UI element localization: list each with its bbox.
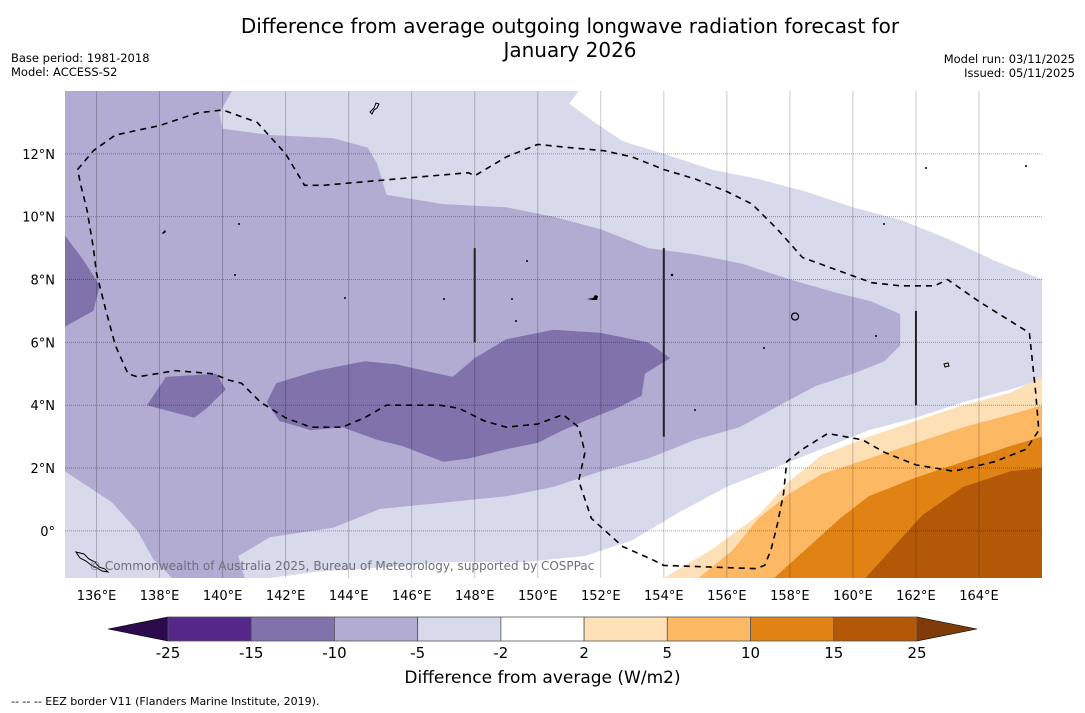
colorbar-tick-label: 2 <box>579 644 589 662</box>
lat-tick-label: 2°N <box>31 462 56 477</box>
lat-tick-label: 12°N <box>22 148 55 163</box>
gridlines <box>65 91 1042 578</box>
chart-title: Difference from average outgoing longwav… <box>0 14 1085 62</box>
lon-tick-label: 146°E <box>392 589 432 604</box>
title-line-1: Difference from average outgoing longwav… <box>240 14 900 38</box>
colorbar-tick-label: 25 <box>907 644 926 662</box>
colorbar-tick-label: -15 <box>239 644 264 662</box>
lon-tick-label: 164°E <box>959 589 999 604</box>
colorbar-tick-label: -5 <box>410 644 425 662</box>
anomaly-region--10_to_-5 <box>65 91 901 578</box>
lon-tick-label: 158°E <box>770 589 810 604</box>
colorbar-extend-high <box>916 616 978 642</box>
island-dot <box>526 260 528 262</box>
colorbar: -25 -15 -10 -5 -2 2 5 10 15 25 <box>107 616 978 662</box>
island-guam <box>369 102 380 115</box>
anomaly-regions <box>65 91 1042 578</box>
island-dot <box>763 347 765 349</box>
island-dot <box>670 273 674 277</box>
island-dot <box>694 409 696 411</box>
island-dot <box>238 223 240 225</box>
island-dot <box>925 167 927 169</box>
colorbar-bin <box>417 616 502 642</box>
base-period-label: Base period: 1981-2018 <box>11 51 150 65</box>
longitude-tick-labels: 136°E 138°E 140°E 142°E 144°E 146°E 148°E 150°E… <box>77 589 999 604</box>
model-label: Model: ACCESS-S2 <box>11 65 118 79</box>
meta-right: Model run: 03/11/2025 Issued: 05/11/2025 <box>944 52 1075 80</box>
lon-tick-label: 148°E <box>455 589 495 604</box>
island-dot <box>875 335 877 337</box>
colorbar-bin <box>167 616 252 642</box>
latitude-tick-labels: 0° 2°N 4°N 6°N 8°N 10°N 12°N <box>22 148 55 540</box>
lat-tick-label: 8°N <box>31 274 56 289</box>
anomaly-region--15_to_-10 <box>266 329 671 462</box>
eez-borders <box>76 109 1040 570</box>
colorbar-bin <box>750 616 835 642</box>
eez-dashed-border <box>76 109 1040 570</box>
island-new-ireland <box>74 551 110 573</box>
colorbar-tick-label: -10 <box>322 644 347 662</box>
island-kosrae <box>943 362 950 368</box>
colorbar-tick-label: -2 <box>493 644 508 662</box>
island-pohnpei <box>790 312 800 321</box>
colorbar-tick-label: 5 <box>663 644 673 662</box>
island-dot <box>1025 165 1027 167</box>
colorbar-extend-low <box>107 616 169 642</box>
lon-tick-label: 152°E <box>581 589 621 604</box>
lat-tick-label: 4°N <box>31 399 56 414</box>
eez-footnote: -- -- -- EEZ border V11 (Flanders Marine… <box>11 695 320 708</box>
anomaly-region--15_to_-10 <box>65 235 100 327</box>
island-dot <box>511 298 513 300</box>
lon-tick-label: 160°E <box>833 589 873 604</box>
lon-tick-label: 162°E <box>896 589 936 604</box>
colorbar-bin <box>666 616 751 642</box>
copyright-notice: © Commonwealth of Australia 2025, Bureau… <box>89 559 594 573</box>
island-dot <box>883 223 885 225</box>
lon-tick-label: 150°E <box>518 589 558 604</box>
colorbar-title: Difference from average (W/m2) <box>404 668 681 688</box>
lon-tick-label: 136°E <box>77 589 117 604</box>
anomaly-region--15_to_-10 <box>146 373 226 418</box>
lon-tick-label: 140°E <box>203 589 243 604</box>
lon-tick-label: 156°E <box>707 589 747 604</box>
lat-tick-label: 6°N <box>31 336 56 351</box>
meta-left: Base period: 1981-2018 Model: ACCESS-S2 <box>11 51 150 79</box>
island-dot <box>344 297 346 299</box>
lat-tick-label: 0° <box>40 525 55 540</box>
island-chuuk <box>587 295 598 300</box>
title-line-2: January 2026 <box>503 38 637 62</box>
lon-tick-label: 138°E <box>140 589 180 604</box>
lon-tick-label: 154°E <box>644 589 684 604</box>
model-run-label: Model run: 03/11/2025 <box>943 52 1075 66</box>
lon-tick-label: 142°E <box>266 589 306 604</box>
anomaly-region-15_to_25 <box>865 468 1042 578</box>
colorbar-tick-label: 15 <box>824 644 843 662</box>
colorbar-bin <box>583 616 668 642</box>
colorbar-bin <box>833 616 918 642</box>
colorbar-bin <box>334 616 419 642</box>
colorbar-tick-label: -25 <box>156 644 181 662</box>
island-dot <box>515 320 517 322</box>
issued-label: Issued: 05/11/2025 <box>964 66 1075 80</box>
island-dot <box>443 298 445 300</box>
island-outlines <box>74 102 1027 573</box>
colorbar-bin <box>500 616 585 642</box>
island-dot <box>234 274 236 276</box>
map-plot-area: © Commonwealth of Australia 2025, Bureau… <box>65 91 1042 578</box>
island-yap <box>162 230 166 234</box>
lon-tick-label: 144°E <box>329 589 369 604</box>
colorbar-bin <box>250 616 335 642</box>
colorbar-tick-label: 10 <box>741 644 760 662</box>
lat-tick-label: 10°N <box>22 211 55 226</box>
